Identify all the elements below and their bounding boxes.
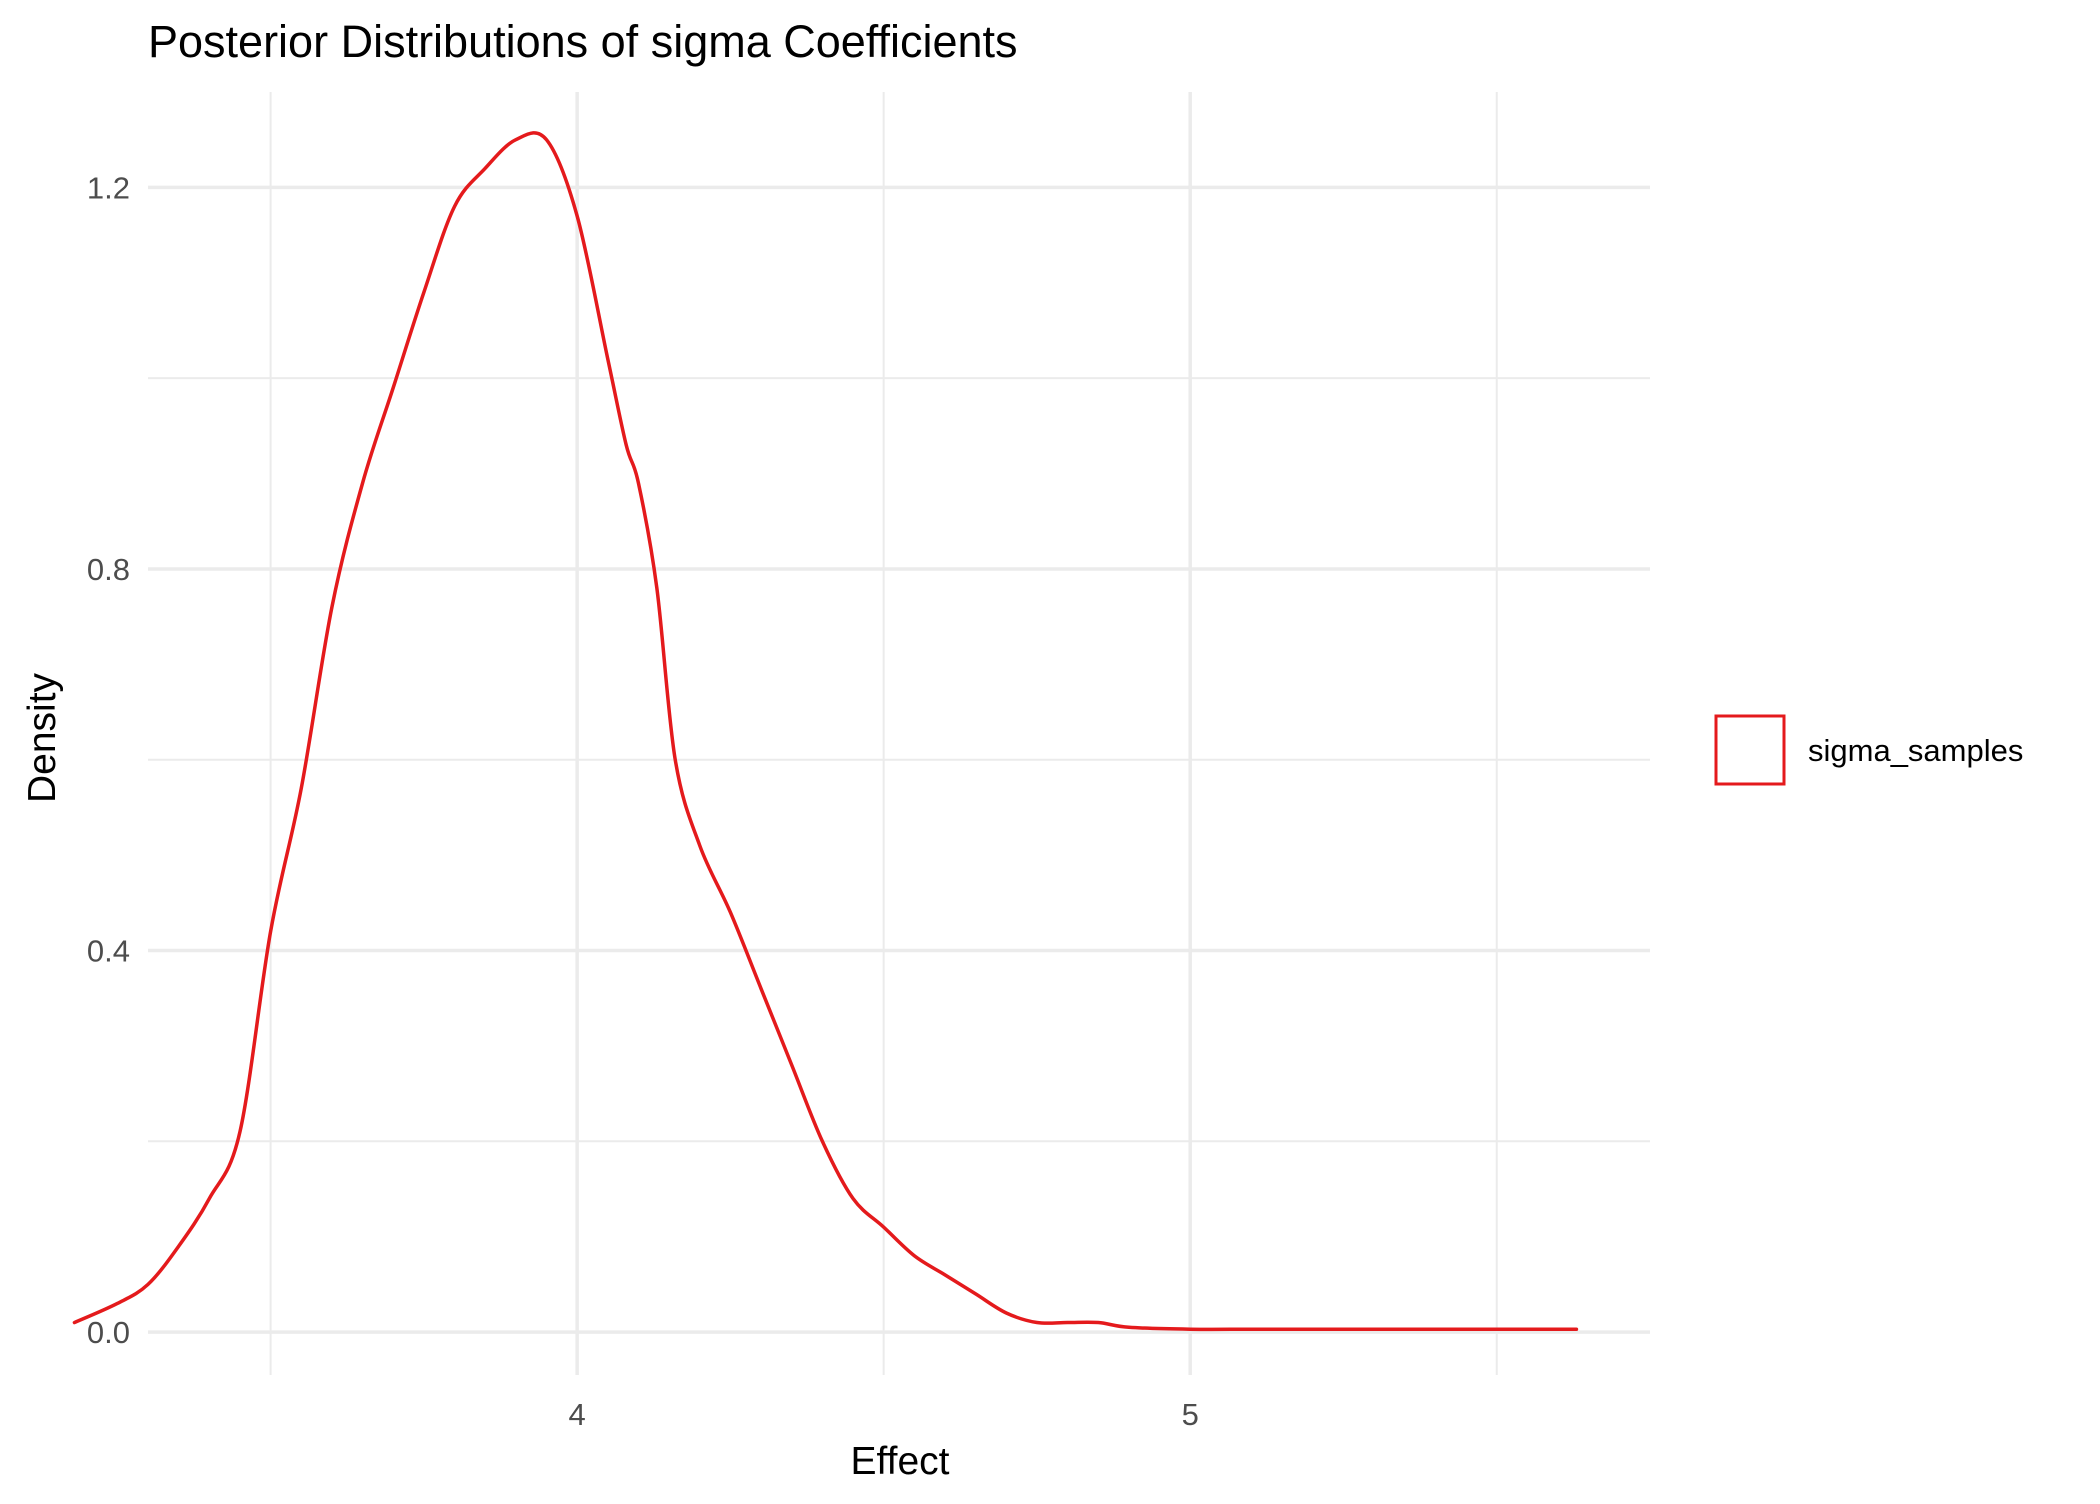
x-axis-label: Effect: [850, 1440, 949, 1483]
legend-label: sigma_samples: [1808, 733, 2023, 768]
density-line-sigma_samples: [72, 131, 1579, 1332]
legend-key: [1714, 714, 1786, 786]
axis-layer: 0.0 0.4 0.8 1.2 4 5: [87, 170, 1199, 1432]
legend: sigma_samples: [1714, 714, 2023, 786]
grid-layer: [148, 92, 1650, 1375]
x-tick-label: 5: [1182, 1397, 1199, 1432]
y-tick-label: 0.0: [87, 1315, 130, 1350]
y-tick-label: 1.2: [87, 170, 130, 205]
y-tick-label: 0.8: [87, 552, 130, 587]
y-axis-label: Density: [21, 672, 64, 803]
y-tick-label: 0.4: [87, 934, 130, 969]
x-tick-label: 4: [569, 1397, 586, 1432]
series-layer: [72, 131, 1579, 1332]
chart-title: Posterior Distributions of sigma Coeffic…: [148, 16, 1018, 67]
